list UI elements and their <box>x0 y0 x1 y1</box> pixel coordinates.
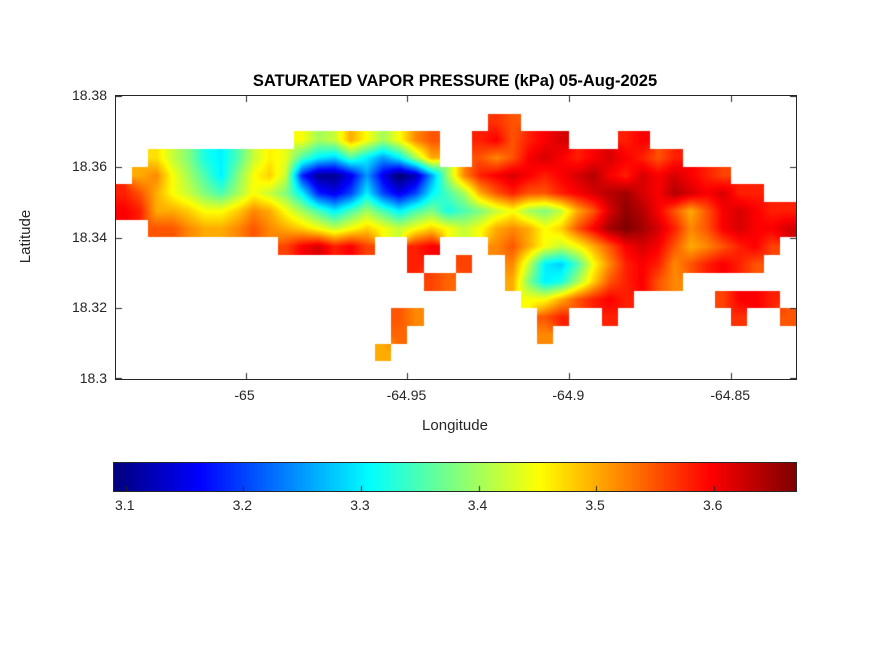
y-tick-label: 18.38 <box>71 87 107 103</box>
colorbar-canvas <box>114 463 796 491</box>
y-tick-label: 18.32 <box>71 299 107 316</box>
y-tick-label: 18.36 <box>71 157 107 174</box>
colorbar-tick-label: 3.1 <box>115 497 135 513</box>
x-tick-label: -64.85 <box>710 387 751 403</box>
map-axes <box>115 95 797 380</box>
x-tick-label: -64.95 <box>386 387 427 403</box>
x-tick-label: -65 <box>234 387 255 403</box>
y-axis-label: Latitude <box>17 209 35 264</box>
colorbar-tick-label: 3.6 <box>702 497 723 513</box>
y-tick-label: 18.3 <box>79 370 107 386</box>
colorbar-tick-label: 3.2 <box>232 497 253 513</box>
plot-title: SATURATED VAPOR PRESSURE (kPa) 05-Aug-20… <box>252 72 658 90</box>
x-axis-label: Longitude <box>422 417 488 434</box>
colorbar <box>113 462 797 492</box>
colorbar-tick-label: 3.3 <box>350 497 370 513</box>
colorbar-tick-label: 3.5 <box>585 497 605 513</box>
x-tick-label: -64.9 <box>552 387 585 403</box>
y-tick-label: 18.34 <box>71 228 107 245</box>
colorbar-tick-label: 3.4 <box>467 497 488 513</box>
heatmap-canvas <box>116 96 796 379</box>
